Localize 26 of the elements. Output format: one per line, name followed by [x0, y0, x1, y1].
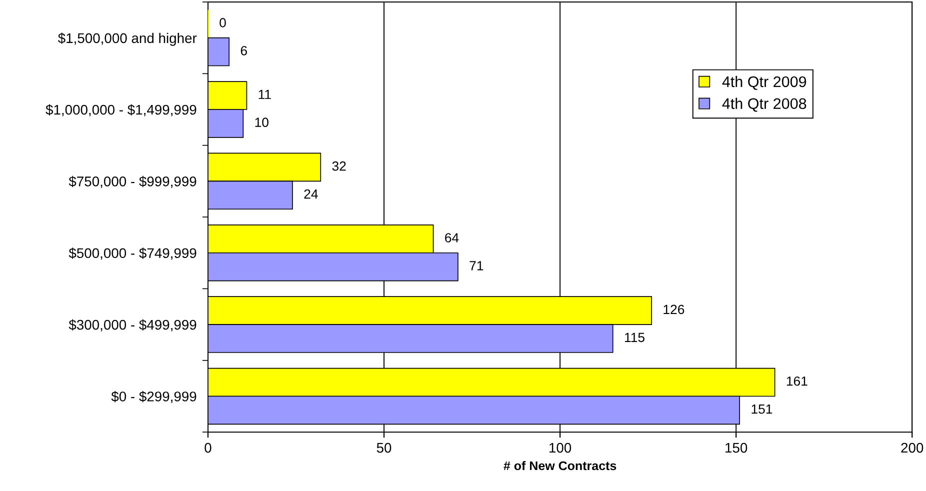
- data-label: 64: [445, 233, 459, 242]
- data-label: 71: [470, 261, 484, 270]
- x-tick-label: 50: [376, 442, 392, 453]
- x-tick-label: 100: [550, 442, 572, 453]
- legend-label: 4th Qtr 2009: [722, 76, 806, 90]
- x-tick-label: 200: [901, 442, 924, 453]
- data-label: 151: [752, 404, 772, 414]
- data-label: 24: [304, 189, 318, 199]
- legend-label: 4th Qtr 2008: [722, 98, 806, 112]
- data-label: 32: [332, 161, 346, 171]
- data-label: 6: [240, 46, 247, 56]
- y-tick-label: $1,500,000 and higher: [58, 32, 197, 46]
- x-axis-title: # of New Contracts: [504, 461, 616, 470]
- data-label: 11: [258, 90, 271, 99]
- data-label: 161: [786, 376, 808, 386]
- data-label: 115: [624, 332, 644, 342]
- data-label: 126: [664, 304, 684, 314]
- y-tick-label: $0 - $299,999: [111, 390, 196, 404]
- x-tick-label: 150: [726, 442, 748, 453]
- data-label: 10: [255, 118, 268, 128]
- x-tick-label: 0: [204, 442, 212, 453]
- data-label: 0: [220, 18, 226, 28]
- y-tick-label: $300,000 - $499,999: [68, 319, 196, 332]
- y-tick-label: $750,000 - $999,999: [68, 176, 196, 188]
- y-tick-label: $500,000 - $749,999: [68, 248, 196, 260]
- y-tick-label: $1,000,000 - $1,499,999: [46, 104, 196, 116]
